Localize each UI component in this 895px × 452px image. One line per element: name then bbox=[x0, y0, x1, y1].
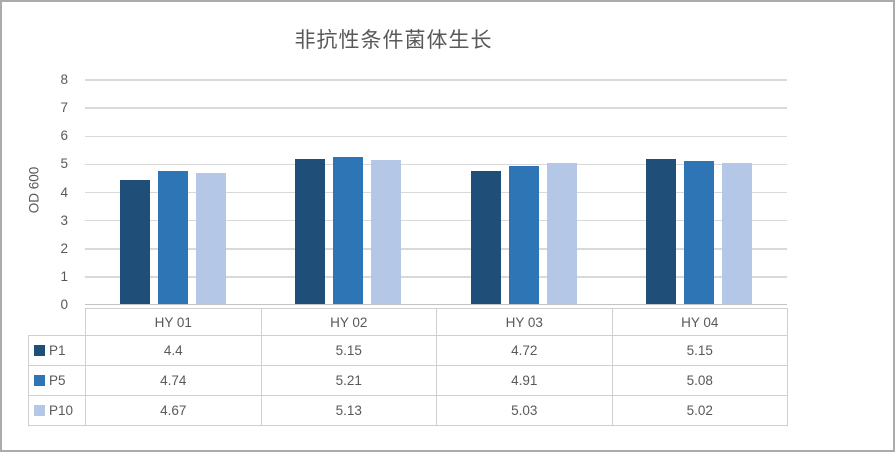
value-cell: 5.21 bbox=[260, 365, 437, 396]
series-name-label: P1 bbox=[49, 343, 66, 358]
series-name-label: P10 bbox=[49, 403, 74, 418]
gridline bbox=[85, 79, 787, 81]
legend-swatch-icon bbox=[34, 405, 45, 416]
value-cell: 5.15 bbox=[260, 335, 437, 366]
data-table-series-row-p10: P10 4.67 5.13 5.03 5.02 bbox=[28, 395, 788, 426]
gridline bbox=[85, 135, 787, 137]
y-tick-label: 1 bbox=[60, 268, 68, 284]
category-header-cell: HY 03 bbox=[436, 308, 613, 336]
bar-p5-hy02 bbox=[333, 157, 364, 304]
bar-p1-hy01 bbox=[119, 180, 150, 304]
value-cell: 5.15 bbox=[611, 335, 788, 366]
data-table-header-row: HY 01 HY 02 HY 03 HY 04 bbox=[29, 308, 788, 336]
y-tick-label: 6 bbox=[60, 128, 68, 144]
plot-area bbox=[85, 79, 787, 305]
data-table-corner-cell bbox=[29, 309, 86, 336]
y-tick-label: 8 bbox=[60, 72, 68, 87]
category-group bbox=[85, 80, 261, 304]
category-header-cell: HY 01 bbox=[85, 308, 262, 336]
gridline bbox=[85, 191, 787, 194]
bar-p10-hy04 bbox=[722, 162, 753, 304]
category-header-cell: HY 02 bbox=[260, 308, 437, 336]
chart-title: 非抗性条件菌体生长 bbox=[294, 29, 493, 52]
bar-p5-hy04 bbox=[684, 161, 715, 304]
y-tick-label: 0 bbox=[60, 297, 68, 312]
value-cell: 5.02 bbox=[611, 395, 788, 426]
category-group bbox=[612, 80, 788, 304]
data-table: HY 01 HY 02 HY 03 HY 04 P1 4.4 5.15 4.72 5.15 P5 4… bbox=[28, 308, 788, 426]
y-tick-label: 2 bbox=[60, 240, 68, 256]
category-group bbox=[436, 80, 612, 304]
legend-swatch-icon bbox=[34, 345, 45, 356]
value-cell: 4.91 bbox=[436, 365, 613, 396]
data-table-series-row-p1: P1 4.4 5.15 4.72 5.15 bbox=[28, 335, 788, 366]
bar-p1-hy04 bbox=[646, 159, 677, 304]
gridline bbox=[85, 219, 787, 222]
category-header-cell: HY 04 bbox=[611, 308, 788, 336]
gridline bbox=[85, 276, 787, 278]
bar-p1-hy03 bbox=[470, 171, 501, 304]
series-name-label: P5 bbox=[49, 373, 66, 388]
bar-p10-hy02 bbox=[371, 159, 402, 304]
bar-p1-hy02 bbox=[295, 159, 326, 304]
value-cell: 5.13 bbox=[260, 395, 437, 426]
legend-key-cell: P5 bbox=[28, 365, 86, 396]
gridline bbox=[85, 248, 787, 250]
value-cell: 4.74 bbox=[85, 365, 262, 396]
gridline bbox=[85, 107, 787, 109]
value-cell: 4.72 bbox=[436, 335, 613, 366]
bar-p10-hy01 bbox=[195, 172, 226, 304]
bar-p10-hy03 bbox=[546, 162, 577, 304]
data-table-series-row-p5: P5 4.74 5.21 4.91 5.08 bbox=[28, 365, 788, 396]
bar-series-layer bbox=[85, 80, 787, 304]
value-cell: 5.08 bbox=[611, 365, 788, 396]
value-cell: 4.4 bbox=[85, 335, 262, 366]
y-tick-label: 5 bbox=[60, 156, 68, 172]
legend-key-cell: P10 bbox=[28, 395, 86, 426]
legend-key-cell: P1 bbox=[28, 335, 86, 366]
value-cell: 5.03 bbox=[436, 395, 613, 426]
bar-p5-hy03 bbox=[508, 165, 539, 304]
legend-swatch-icon bbox=[34, 375, 45, 386]
y-tick-label: 4 bbox=[60, 184, 68, 200]
value-cell: 4.67 bbox=[85, 395, 262, 426]
y-tick-label: 3 bbox=[60, 212, 68, 228]
y-tick-label: 7 bbox=[60, 100, 68, 116]
gridline bbox=[85, 163, 787, 166]
bar-p5-hy01 bbox=[157, 170, 188, 304]
category-group bbox=[261, 80, 437, 304]
